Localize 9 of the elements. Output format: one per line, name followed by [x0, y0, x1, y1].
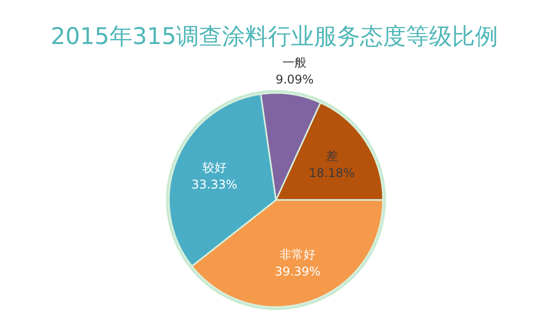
slice-label: 一般 [282, 55, 307, 70]
data-label: 33.33% [192, 177, 238, 192]
data-label: 9.09% [276, 72, 314, 86]
data-label: 39.39% [274, 264, 321, 279]
chart-title: 2015年315调查涂料行业服务态度等级比例 [50, 24, 498, 50]
slice-label: 差 [326, 149, 338, 164]
data-label: 18.18% [308, 166, 355, 180]
slice-label: 非常好 [280, 248, 316, 262]
slice-label: 较好 [202, 160, 226, 174]
